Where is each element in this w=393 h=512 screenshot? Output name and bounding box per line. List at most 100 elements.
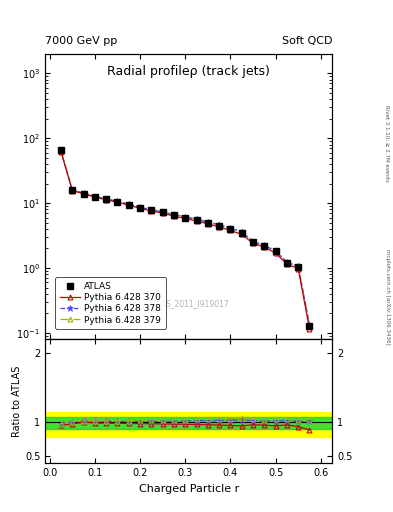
- Pythia 6.428 378: [70, 187, 75, 193]
- Pythia 6.428 378: [251, 239, 255, 245]
- ATLAS: [183, 215, 187, 221]
- ATLAS: [239, 230, 244, 236]
- ATLAS: [160, 209, 165, 216]
- Pythia 6.428 379: [251, 238, 255, 244]
- Pythia 6.428 370: [70, 188, 75, 194]
- ATLAS: [81, 190, 86, 197]
- Pythia 6.428 378: [296, 263, 301, 269]
- Pythia 6.428 370: [239, 231, 244, 238]
- Pythia 6.428 370: [194, 218, 199, 224]
- Pythia 6.428 370: [92, 194, 97, 200]
- Pythia 6.428 378: [217, 222, 222, 228]
- X-axis label: Charged Particle r: Charged Particle r: [138, 484, 239, 494]
- Pythia 6.428 379: [149, 206, 154, 212]
- Pythia 6.428 378: [104, 196, 108, 202]
- Text: ATLAS_2011_I919017: ATLAS_2011_I919017: [148, 299, 230, 308]
- Pythia 6.428 378: [307, 322, 312, 328]
- Pythia 6.428 370: [127, 202, 131, 208]
- Pythia 6.428 370: [138, 205, 142, 211]
- Pythia 6.428 379: [115, 198, 120, 204]
- Pythia 6.428 378: [127, 201, 131, 207]
- ATLAS: [59, 147, 63, 154]
- Pythia 6.428 370: [183, 216, 187, 222]
- ATLAS: [228, 226, 233, 232]
- Pythia 6.428 378: [239, 229, 244, 235]
- Pythia 6.428 370: [228, 227, 233, 233]
- Legend: ATLAS, Pythia 6.428 370, Pythia 6.428 378, Pythia 6.428 379: ATLAS, Pythia 6.428 370, Pythia 6.428 37…: [55, 277, 166, 329]
- Pythia 6.428 378: [160, 209, 165, 215]
- Pythia 6.428 378: [228, 225, 233, 231]
- Pythia 6.428 370: [307, 326, 312, 332]
- Pythia 6.428 379: [228, 224, 233, 230]
- Pythia 6.428 379: [138, 204, 142, 210]
- Pythia 6.428 379: [183, 214, 187, 220]
- Pythia 6.428 379: [206, 219, 210, 225]
- Pythia 6.428 378: [183, 214, 187, 220]
- Pythia 6.428 379: [273, 247, 278, 253]
- ATLAS: [115, 199, 120, 205]
- Y-axis label: Ratio to ATLAS: Ratio to ATLAS: [12, 366, 22, 437]
- Pythia 6.428 379: [307, 322, 312, 328]
- ATLAS: [307, 323, 312, 329]
- Pythia 6.428 378: [115, 199, 120, 205]
- Pythia 6.428 370: [81, 190, 86, 197]
- ATLAS: [206, 220, 210, 226]
- Pythia 6.428 379: [104, 196, 108, 202]
- Pythia 6.428 378: [273, 248, 278, 254]
- Text: mcplots.cern.ch [arXiv:1306.3436]: mcplots.cern.ch [arXiv:1306.3436]: [385, 249, 389, 345]
- Pythia 6.428 370: [262, 244, 267, 250]
- Pythia 6.428 370: [172, 213, 176, 219]
- ATLAS: [251, 239, 255, 245]
- ATLAS: [262, 243, 267, 249]
- Text: Soft QCD: Soft QCD: [282, 36, 332, 46]
- Pythia 6.428 378: [262, 242, 267, 248]
- Line: Pythia 6.428 378: Pythia 6.428 378: [58, 148, 312, 328]
- ATLAS: [172, 212, 176, 218]
- Pythia 6.428 379: [59, 148, 63, 154]
- Pythia 6.428 379: [262, 242, 267, 248]
- ATLAS: [217, 223, 222, 229]
- Pythia 6.428 370: [273, 250, 278, 256]
- Pythia 6.428 378: [138, 204, 142, 210]
- ATLAS: [127, 202, 131, 208]
- Pythia 6.428 370: [217, 224, 222, 230]
- Pythia 6.428 378: [206, 219, 210, 225]
- Pythia 6.428 379: [92, 194, 97, 200]
- Text: Rivet 3.1.10; ≥ 2.7M events: Rivet 3.1.10; ≥ 2.7M events: [385, 105, 389, 182]
- ATLAS: [138, 205, 142, 211]
- Line: Pythia 6.428 370: Pythia 6.428 370: [59, 150, 312, 331]
- Pythia 6.428 379: [217, 221, 222, 227]
- Pythia 6.428 379: [296, 263, 301, 269]
- ATLAS: [70, 187, 75, 193]
- Pythia 6.428 379: [239, 228, 244, 234]
- ATLAS: [194, 217, 199, 223]
- Text: Radial profileρ (track jets): Radial profileρ (track jets): [107, 65, 270, 78]
- ATLAS: [149, 207, 154, 213]
- Pythia 6.428 379: [127, 201, 131, 207]
- Pythia 6.428 370: [59, 148, 63, 155]
- Pythia 6.428 379: [172, 211, 176, 218]
- Line: ATLAS: ATLAS: [58, 147, 312, 328]
- ATLAS: [296, 264, 301, 270]
- Pythia 6.428 379: [194, 216, 199, 222]
- Pythia 6.428 378: [285, 260, 289, 266]
- Text: 7000 GeV pp: 7000 GeV pp: [45, 36, 118, 46]
- Pythia 6.428 370: [160, 210, 165, 216]
- ATLAS: [285, 260, 289, 266]
- Pythia 6.428 370: [285, 261, 289, 267]
- Pythia 6.428 378: [149, 207, 154, 213]
- Pythia 6.428 370: [251, 240, 255, 246]
- Pythia 6.428 370: [206, 221, 210, 227]
- ATLAS: [92, 194, 97, 200]
- ATLAS: [273, 248, 278, 254]
- Line: Pythia 6.428 379: Pythia 6.428 379: [59, 148, 312, 327]
- Pythia 6.428 378: [172, 212, 176, 218]
- Pythia 6.428 379: [70, 187, 75, 193]
- Pythia 6.428 378: [59, 148, 63, 154]
- Pythia 6.428 378: [92, 194, 97, 200]
- Pythia 6.428 370: [115, 199, 120, 205]
- Pythia 6.428 370: [104, 197, 108, 203]
- Pythia 6.428 370: [149, 208, 154, 214]
- Pythia 6.428 379: [160, 208, 165, 215]
- ATLAS: [104, 196, 108, 202]
